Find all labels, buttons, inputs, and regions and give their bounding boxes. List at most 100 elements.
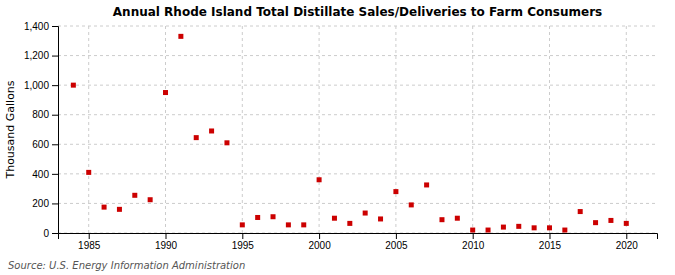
- tick-mark: [473, 233, 474, 239]
- tick-label: 2005: [385, 240, 408, 251]
- y-axis: 0 200 400 600 800 1,000 1,200 1,400: [24, 21, 59, 239]
- point: [102, 205, 107, 210]
- grid-line-x: [395, 26, 396, 233]
- tick-mark: [319, 233, 320, 239]
- grid-line-y: [58, 203, 657, 204]
- tick-mark: [396, 233, 397, 239]
- tick-mark: [242, 233, 243, 239]
- point: [178, 34, 183, 39]
- point: [132, 193, 137, 198]
- grid-line-y: [58, 85, 657, 86]
- grid-line-y: [58, 144, 657, 145]
- point: [209, 128, 214, 133]
- point: [163, 90, 168, 95]
- grid-line-y: [58, 26, 657, 27]
- grid-line-x: [472, 26, 473, 233]
- point: [363, 211, 368, 216]
- x-axis: 1985 1990 1995 2000 2005 2010 2015 2020: [59, 233, 658, 251]
- tick-mark: [52, 174, 58, 175]
- tick: 1,200: [24, 50, 58, 61]
- point: [378, 216, 383, 221]
- annotation: Source: U.S. Energy Information Administ…: [8, 260, 245, 271]
- point: [608, 218, 613, 223]
- point: [562, 228, 567, 233]
- grid-line-y: [58, 173, 657, 174]
- tick-mark: [626, 233, 627, 239]
- point: [409, 202, 414, 207]
- axis-line: [59, 234, 658, 240]
- point: [393, 189, 398, 194]
- tick-mark: [52, 26, 58, 27]
- plot-area: 1985 1990 1995 2000 2005 2010 2015 2020 0 200 400 6…: [24, 21, 658, 251]
- point: [578, 209, 583, 214]
- tick-label: 2020: [616, 240, 639, 251]
- tick-label: 1990: [155, 240, 178, 251]
- tick-label: 1985: [78, 240, 101, 251]
- grid: [58, 26, 657, 233]
- tick: 1,400: [24, 21, 58, 32]
- tick-label: 200: [32, 198, 49, 209]
- point: [317, 177, 322, 182]
- tick-mark: [89, 233, 90, 239]
- grid-line-x: [165, 26, 166, 233]
- point: [593, 220, 598, 225]
- point: [286, 222, 291, 227]
- tick-mark: [52, 56, 58, 57]
- grid-line-x: [242, 26, 243, 233]
- point: [86, 170, 91, 175]
- point: [71, 83, 76, 88]
- point: [439, 217, 444, 222]
- point: [148, 197, 153, 202]
- y-axis-title: Thousand Gallons: [4, 80, 17, 179]
- point: [224, 140, 229, 145]
- axis-line: [52, 27, 59, 234]
- grid-line-x: [626, 26, 627, 233]
- point: [516, 224, 521, 229]
- tick: 1985: [78, 233, 101, 251]
- tick-label: 1995: [232, 240, 255, 251]
- grid-line-x: [88, 26, 89, 233]
- grid-line-x: [549, 26, 550, 233]
- point: [117, 207, 122, 212]
- tick: 800: [32, 109, 58, 120]
- point: [470, 228, 475, 233]
- tick-mark: [52, 85, 58, 86]
- point: [332, 216, 337, 221]
- point: [501, 225, 506, 230]
- tick: 2015: [539, 233, 562, 251]
- grid-line-y: [58, 55, 657, 56]
- point: [455, 216, 460, 221]
- tick: 1995: [232, 233, 255, 251]
- tick: 1,000: [24, 80, 58, 91]
- point: [424, 182, 429, 187]
- tick-mark: [52, 144, 58, 145]
- tick: 2020: [616, 233, 639, 251]
- tick: 1990: [155, 233, 178, 251]
- grid-line-x: [319, 26, 320, 233]
- tick-label: 2015: [539, 240, 562, 251]
- tick: 0: [43, 228, 58, 239]
- grid-line-y: [58, 114, 657, 115]
- point: [347, 221, 352, 226]
- tick-label: 1,000: [24, 80, 49, 91]
- tick-mark: [52, 233, 58, 234]
- tick-label: 600: [32, 139, 49, 150]
- tick-mark: [549, 233, 550, 239]
- tick: 2000: [308, 233, 331, 251]
- tick-label: 1,400: [24, 21, 49, 32]
- point: [486, 228, 491, 233]
- point: [240, 222, 245, 227]
- tick-label: 0: [43, 228, 49, 239]
- point: [532, 225, 537, 230]
- tick: 400: [32, 169, 58, 180]
- tick-label: 2010: [462, 240, 485, 251]
- tick-label: 2000: [308, 240, 331, 251]
- point: [255, 215, 260, 220]
- tick-mark: [52, 115, 58, 116]
- tick-label: 1,200: [24, 50, 49, 61]
- tick: 2005: [385, 233, 408, 251]
- point: [194, 135, 199, 140]
- point: [624, 221, 629, 226]
- tick-label: 800: [32, 109, 49, 120]
- chart: 1985 1990 1995 2000 2005 2010 2015 2020 0 200 400 6…: [0, 0, 675, 275]
